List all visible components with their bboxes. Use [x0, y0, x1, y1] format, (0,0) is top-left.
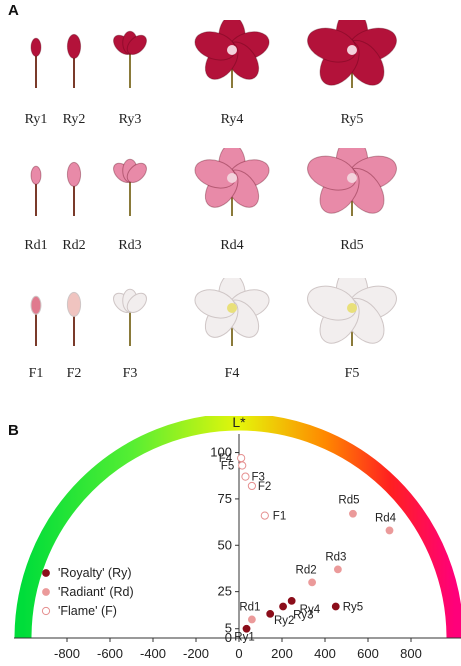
flower-photo-f3 — [113, 288, 147, 346]
x-tick-label: -400 — [140, 646, 166, 661]
flower-photo-ry2 — [66, 33, 82, 88]
photo-label-rd1: Rd1 — [24, 238, 48, 253]
data-point-f5 — [238, 461, 247, 470]
flower-photo-ry5 — [307, 20, 397, 88]
photo-label-f2: F2 — [66, 366, 82, 381]
chart-title: L* — [232, 416, 246, 430]
point-label-f1: F1 — [273, 511, 286, 523]
flower-photo-rd2 — [66, 161, 82, 216]
photo-label-rd4: Rd4 — [220, 238, 244, 253]
photo-label-ry3: Ry3 — [118, 112, 142, 127]
photo-label-f4: F4 — [224, 366, 240, 381]
lightness-chart: L* -800 -600 -400 -200 0 200 400 600 800 05 25 50 75 1… — [14, 416, 461, 661]
y-tick-label: 5 — [225, 621, 232, 636]
point-label-ry5: Ry5 — [343, 601, 363, 613]
flower-photo-ry1 — [30, 37, 42, 88]
legend-marker — [41, 606, 51, 616]
x-tick-label: 0 — [235, 646, 242, 661]
point-label-rd1: Rd1 — [239, 601, 260, 613]
data-point-ry5 — [331, 602, 340, 611]
x-tick-label: 200 — [271, 646, 293, 661]
data-point-ry4 — [287, 597, 296, 605]
panel-a-label: A — [8, 2, 19, 19]
flower-photo-rd5 — [307, 148, 397, 216]
point-label-f2: F2 — [258, 481, 271, 493]
legend-marker — [42, 569, 50, 577]
legend-label: 'Radiant' (Rd) — [58, 585, 134, 599]
flower-photo-ry3 — [113, 30, 147, 88]
y-tick-label: 100 — [210, 445, 232, 460]
point-label-rd2: Rd2 — [296, 564, 317, 576]
photo-label-ry4: Ry4 — [220, 112, 244, 127]
photo-label-ry2: Ry2 — [62, 112, 86, 127]
flower-photo-ry4 — [194, 20, 270, 88]
photo-label-f1: F1 — [28, 366, 44, 381]
flower-photo-rd1 — [30, 165, 42, 216]
data-point-rd5 — [349, 509, 357, 518]
point-label-rd5: Rd5 — [338, 495, 359, 507]
data-point-ry3 — [279, 602, 287, 611]
point-label-f5: F5 — [221, 461, 234, 473]
point-label-f3: F3 — [251, 472, 264, 484]
photo-label-f5: F5 — [344, 366, 360, 381]
point-label-f4: F4 — [219, 453, 233, 465]
legend-label: 'Royalty' (Ry) — [58, 566, 132, 580]
data-point-ry2 — [266, 609, 275, 618]
point-label-rd4: Rd4 — [375, 512, 397, 524]
data-point-f4 — [237, 454, 246, 463]
flower-photo-rd4 — [194, 148, 270, 216]
point-label-rd3: Rd3 — [325, 551, 346, 563]
x-tick-label: 400 — [314, 646, 336, 661]
panel-b-label: B — [8, 422, 19, 439]
flower-photo-f5 — [307, 278, 397, 346]
data-point-f1 — [260, 511, 269, 520]
legend-label: 'Flame' (F) — [58, 604, 117, 618]
flower-photo-f4 — [194, 278, 270, 346]
data-point-rd1 — [247, 615, 256, 624]
photo-label-rd5: Rd5 — [340, 238, 364, 253]
photo-label-ry1: Ry1 — [24, 112, 48, 127]
point-label-ry1: Ry1 — [234, 632, 254, 644]
y-tick-label: 50 — [218, 537, 232, 552]
data-point-rd3 — [333, 565, 342, 574]
flower-photo-f2 — [66, 291, 82, 346]
flower-photo-f1 — [30, 295, 42, 346]
data-point-f2 — [247, 481, 256, 491]
y-tick-label: 75 — [218, 491, 232, 506]
data-point-ry1 — [242, 624, 251, 633]
photo-label-rd2: Rd2 — [62, 238, 86, 253]
x-tick-label: -600 — [97, 646, 123, 661]
x-tick-label: 600 — [357, 646, 379, 661]
hue-arc — [14, 416, 461, 639]
point-label-ry2: Ry2 — [274, 615, 294, 627]
data-point-rd4 — [385, 526, 394, 535]
photo-label-ry5: Ry5 — [340, 112, 364, 127]
legend-marker — [42, 588, 50, 596]
x-tick-label: -800 — [54, 646, 80, 661]
y-tick-label: 25 — [218, 584, 232, 599]
point-label-ry3: Ry3 — [293, 609, 313, 621]
point-label-ry4: Ry4 — [300, 604, 321, 616]
data-point-rd2 — [308, 578, 316, 587]
flower-photo-rd3 — [113, 158, 147, 216]
photo-label-rd3: Rd3 — [118, 238, 142, 253]
y-tick-label: 0 — [225, 630, 232, 645]
photo-label-f3: F3 — [122, 366, 138, 381]
x-tick-label: -200 — [183, 646, 209, 661]
x-tick-label: 800 — [400, 646, 422, 661]
data-point-f3 — [241, 472, 250, 481]
